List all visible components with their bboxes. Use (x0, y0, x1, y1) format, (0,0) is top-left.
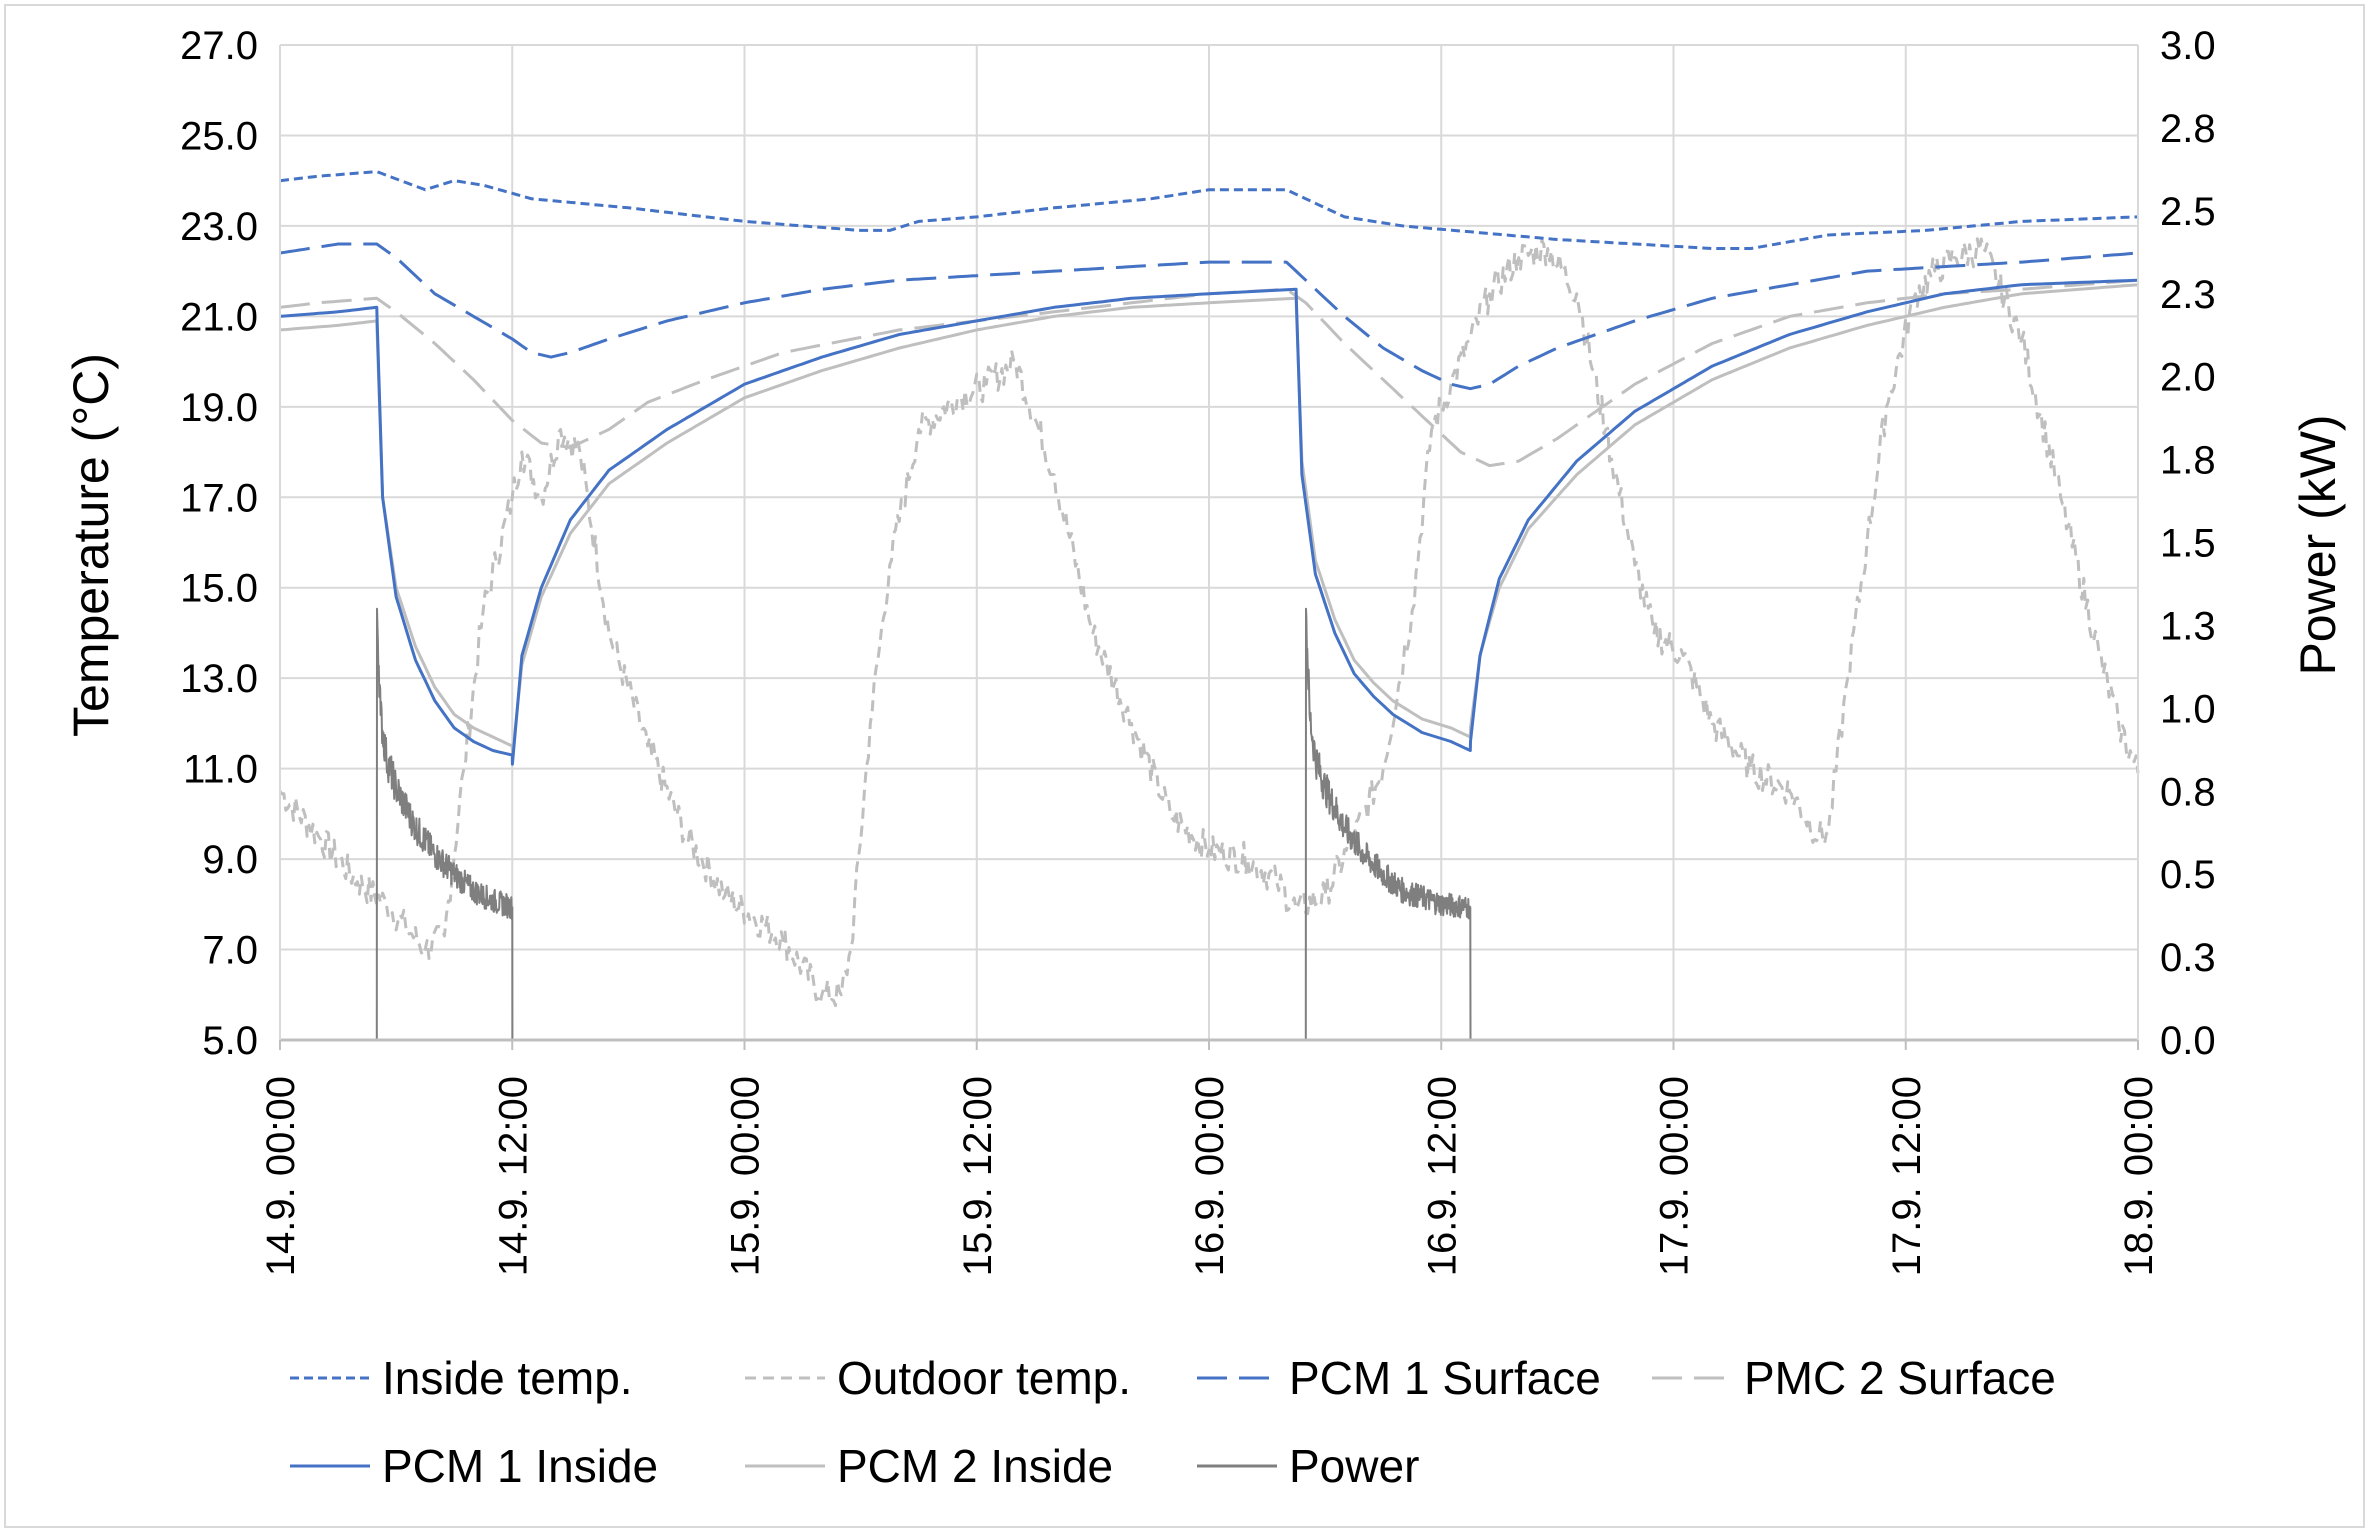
series-line-power (280, 607, 2138, 1041)
y-left-tick-label: 13.0 (180, 657, 258, 701)
y-right-tick-label: 1.8 (2160, 439, 2216, 483)
legend-label: PMC 2 Surface (1744, 1352, 2056, 1404)
legend-item-pcm-1-surface: PCM 1 Surface (1197, 1352, 1601, 1404)
y-left-tick-label: 23.0 (180, 205, 258, 249)
y-right-tick-label: 2.5 (2160, 190, 2216, 234)
legend-label: Inside temp. (382, 1352, 633, 1404)
series-inside-temp (279, 170, 2139, 250)
series-outdoor-temp (278, 237, 2140, 1008)
y-left-tick-label: 27.0 (180, 24, 258, 68)
series-line-outdoor-temp (278, 237, 2140, 1008)
legend-item-outdoor-temp: Outdoor temp. (745, 1352, 1131, 1404)
x-tick-label: 15.9. 00:00 (724, 1076, 768, 1276)
legend-item-inside-temp: Inside temp. (290, 1352, 633, 1404)
legend-label: PCM 2 Inside (837, 1440, 1113, 1492)
x-tick-label: 16.9. 12:00 (1420, 1076, 1464, 1276)
series-layer (278, 170, 2140, 1041)
series-pcm-1-inside (279, 278, 2139, 766)
x-tick-label: 17.9. 00:00 (1653, 1076, 1697, 1276)
y-right-tick-label: 1.0 (2160, 687, 2216, 731)
y-left-tick-label: 19.0 (180, 386, 258, 430)
series-power (280, 607, 2138, 1041)
y-right-tick-label: 3.0 (2160, 24, 2216, 68)
series-pcm-2-inside (279, 283, 2139, 757)
chart-frame (4, 4, 2365, 1528)
legend-item-pmc-2-surface: PMC 2 Surface (1652, 1352, 2056, 1404)
legend-label: PCM 1 Inside (382, 1440, 658, 1492)
legend-item-pcm-1-inside: PCM 1 Inside (290, 1440, 658, 1492)
x-tick-label: 16.9. 00:00 (1188, 1076, 1232, 1276)
y-left-tick-label: 9.0 (202, 838, 258, 882)
y-right-tick-label: 2.0 (2160, 356, 2216, 400)
x-tick-label: 14.9. 12:00 (491, 1076, 535, 1276)
y-left-tick-label: 25.0 (180, 114, 258, 158)
y-right-tick-label: 0.5 (2160, 853, 2216, 897)
y-left-tick-label: 7.0 (202, 929, 258, 973)
series-line-pcm-1-inside (279, 278, 2139, 766)
legend-item-power: Power (1197, 1440, 1419, 1492)
y-left-tick-label: 15.0 (180, 567, 258, 611)
y-right-tick-label: 0.0 (2160, 1019, 2216, 1063)
legend-label: Outdoor temp. (837, 1352, 1131, 1404)
y-axis-right-title: Power (kW) (2290, 414, 2346, 675)
y-left-tick-label: 11.0 (183, 748, 258, 792)
y-right-tick-label: 2.8 (2160, 107, 2216, 151)
y-right-tick-label: 2.3 (2160, 273, 2216, 317)
series-pcm-1-surface (279, 242, 2139, 391)
series-line-pcm-1-surface (279, 242, 2139, 391)
legend: Inside temp. Outdoor temp. PCM 1 Surface PM… (290, 1352, 2056, 1492)
y-left-tick-label: 17.0 (180, 476, 258, 520)
axes: 5.0 7.0 9.0 11.0 13.0 15.0 17.0 19.0 21.0 23.0 25.… (180, 24, 2215, 1276)
x-tick-label: 15.9. 12:00 (956, 1076, 1000, 1276)
series-line-inside-temp (279, 170, 2139, 250)
y-right-tick-label: 1.5 (2160, 522, 2216, 566)
y-right-tick-label: 0.3 (2160, 936, 2216, 980)
legend-label: Power (1289, 1440, 1419, 1492)
y-right-tick-label: 0.8 (2160, 770, 2216, 814)
x-tick-label: 14.9. 00:00 (259, 1076, 303, 1276)
x-tick-label: 18.9. 00:00 (2117, 1076, 2161, 1276)
y-right-tick-label: 1.3 (2160, 604, 2216, 648)
y-left-tick-label: 5.0 (202, 1019, 258, 1063)
y-axis-left-title: Temperature (°C) (63, 353, 119, 737)
series-line-pcm-2-inside (279, 283, 2139, 757)
legend-label: PCM 1 Surface (1289, 1352, 1601, 1404)
gridlines (280, 44, 2138, 1040)
y-left-tick-label: 21.0 (180, 295, 258, 339)
legend-item-pcm-2-inside: PCM 2 Inside (745, 1440, 1113, 1492)
x-tick-label: 17.9. 12:00 (1885, 1076, 1929, 1276)
